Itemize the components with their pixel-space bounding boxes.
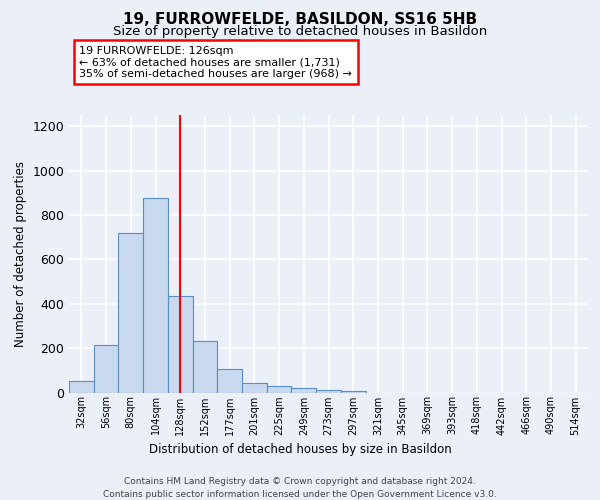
Bar xyxy=(267,386,292,392)
Text: 19 FURROWFELDE: 126sqm
← 63% of detached houses are smaller (1,731)
35% of semi-: 19 FURROWFELDE: 126sqm ← 63% of detached… xyxy=(79,46,352,79)
Bar xyxy=(217,369,242,392)
Bar xyxy=(193,342,217,392)
Bar xyxy=(242,382,267,392)
Bar xyxy=(143,198,168,392)
Text: Size of property relative to detached houses in Basildon: Size of property relative to detached ho… xyxy=(113,25,487,38)
Text: Distribution of detached houses by size in Basildon: Distribution of detached houses by size … xyxy=(149,442,451,456)
Text: 19, FURROWFELDE, BASILDON, SS16 5HB: 19, FURROWFELDE, BASILDON, SS16 5HB xyxy=(123,12,477,28)
Bar xyxy=(168,296,193,392)
Bar xyxy=(292,388,316,392)
Bar xyxy=(316,390,341,392)
Bar xyxy=(118,232,143,392)
Bar xyxy=(94,345,118,393)
Text: Contains HM Land Registry data © Crown copyright and database right 2024.
Contai: Contains HM Land Registry data © Crown c… xyxy=(103,478,497,499)
Bar xyxy=(69,382,94,392)
Y-axis label: Number of detached properties: Number of detached properties xyxy=(14,161,27,347)
